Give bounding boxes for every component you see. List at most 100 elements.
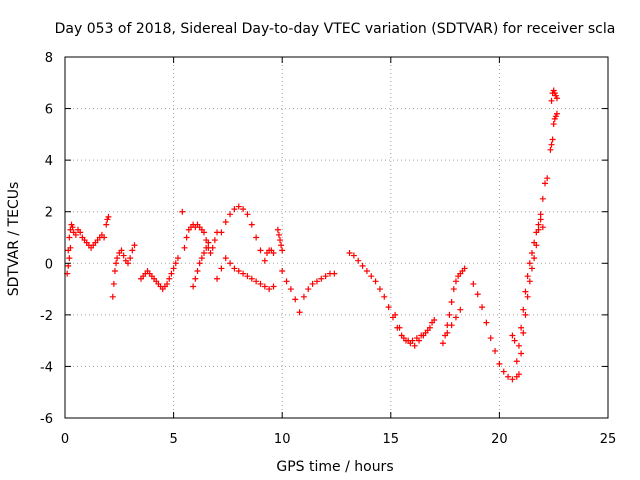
- data-point: [124, 260, 131, 267]
- series-seg7: [181, 221, 221, 256]
- data-point: [549, 136, 556, 143]
- data-point: [201, 249, 208, 256]
- data-point: [422, 329, 429, 336]
- data-point: [181, 244, 188, 251]
- data-point: [535, 221, 542, 228]
- data-point: [183, 234, 190, 241]
- y-tick-label: -2: [40, 309, 53, 324]
- data-point: [368, 273, 375, 280]
- data-point: [253, 234, 260, 241]
- data-point: [372, 278, 379, 285]
- data-point: [318, 275, 325, 282]
- data-point: [513, 358, 520, 365]
- data-point: [548, 97, 555, 104]
- data-point: [253, 278, 260, 285]
- data-point: [359, 262, 366, 269]
- series-seg4: [109, 242, 138, 300]
- data-point: [500, 368, 507, 375]
- data-point: [231, 265, 238, 272]
- axis-ticks: 0 5 10 15 20 25 -6 -4 -2 0 2 4 6 8: [40, 51, 616, 447]
- series-seg11: [263, 247, 277, 256]
- data-point: [483, 319, 490, 326]
- x-axis-title: GPS time / hours: [276, 459, 393, 475]
- series-seg21: [547, 110, 560, 153]
- data-point: [194, 268, 201, 275]
- y-tick-label: -6: [40, 412, 53, 427]
- data-point: [69, 224, 76, 231]
- data-point: [198, 255, 205, 262]
- data-point: [470, 280, 477, 287]
- data-point: [396, 324, 403, 331]
- data-point: [409, 337, 416, 344]
- data-point: [111, 268, 118, 275]
- data-point: [531, 255, 538, 262]
- data-point: [101, 234, 108, 241]
- x-tick-label: 5: [169, 432, 177, 447]
- data-point: [209, 244, 216, 251]
- data-point: [537, 216, 544, 223]
- data-point: [505, 373, 512, 380]
- data-point: [461, 265, 468, 272]
- data-point: [446, 311, 453, 318]
- data-point: [211, 237, 218, 244]
- data-point: [452, 278, 459, 285]
- data-point: [231, 206, 238, 213]
- data-point: [296, 309, 303, 316]
- data-point: [376, 286, 383, 293]
- data-point: [385, 304, 392, 311]
- series-seg15: [392, 311, 438, 344]
- data-point: [103, 221, 110, 228]
- data-point: [109, 293, 116, 300]
- data-point: [509, 332, 516, 339]
- data-point: [309, 280, 316, 287]
- data-point: [201, 229, 208, 236]
- data-point: [518, 350, 525, 357]
- series-seg9: [214, 255, 277, 293]
- data-point: [413, 335, 420, 342]
- data-point: [248, 275, 255, 282]
- data-point: [174, 255, 181, 262]
- data-point: [537, 211, 544, 218]
- data-point: [240, 270, 247, 277]
- data-point: [381, 293, 388, 300]
- data-point: [65, 262, 72, 269]
- data-point: [448, 298, 455, 305]
- data-point: [479, 304, 486, 311]
- data-point: [531, 239, 538, 246]
- data-point: [190, 283, 197, 290]
- series-seg5: [138, 255, 181, 293]
- data-point: [553, 110, 560, 117]
- data-point: [170, 265, 177, 272]
- data-point: [67, 244, 74, 251]
- series-seg19: [509, 175, 551, 378]
- data-point: [526, 278, 533, 285]
- data-point: [105, 213, 112, 220]
- data-point: [279, 247, 286, 254]
- data-point: [350, 252, 357, 259]
- data-point: [313, 278, 320, 285]
- series-seg17: [444, 306, 464, 336]
- y-axis-title: SDTVAR / TECUs: [6, 182, 22, 297]
- series-seg22: [548, 87, 560, 104]
- series-seg8: [190, 239, 212, 290]
- data-point: [444, 329, 451, 336]
- data-point: [547, 146, 554, 153]
- x-tick-label: 20: [491, 432, 508, 447]
- data-point: [278, 242, 285, 249]
- data-point: [322, 273, 329, 280]
- data-point: [131, 242, 138, 249]
- data-point: [275, 231, 282, 238]
- y-tick-label: 4: [45, 154, 53, 169]
- y-tick-label: -4: [40, 360, 53, 375]
- data-point: [244, 273, 251, 280]
- data-point: [179, 208, 186, 215]
- data-point: [550, 121, 557, 128]
- data-point: [270, 249, 277, 256]
- data-point: [418, 332, 425, 339]
- data-point: [240, 206, 247, 213]
- series-seg3: [103, 213, 112, 228]
- data-point: [244, 211, 251, 218]
- data-point: [66, 234, 73, 241]
- data-point: [270, 283, 277, 290]
- data-point: [544, 175, 551, 182]
